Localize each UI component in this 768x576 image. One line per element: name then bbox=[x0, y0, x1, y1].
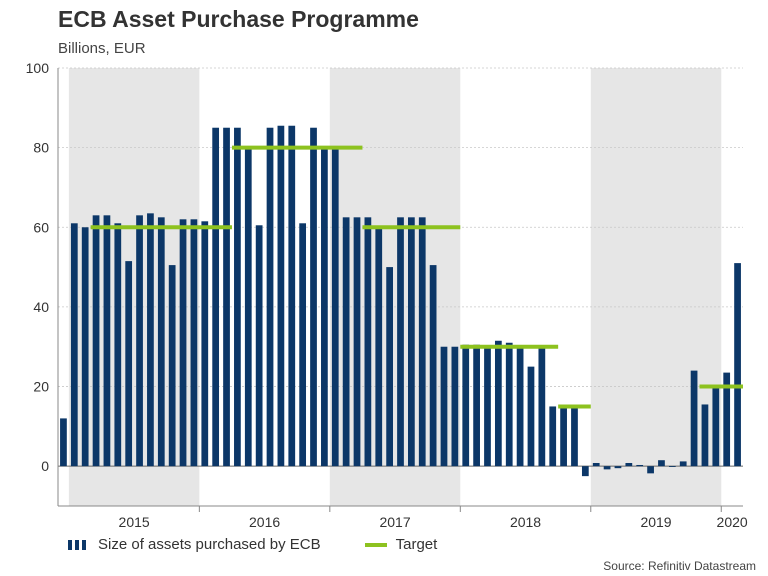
bar-3 bbox=[92, 215, 100, 467]
bar-25 bbox=[331, 147, 339, 467]
y-tick-label-60: 60 bbox=[33, 219, 49, 235]
bar-58 bbox=[690, 370, 698, 467]
bar-45 bbox=[549, 406, 557, 467]
x-tick-label-2017: 2017 bbox=[379, 514, 410, 530]
bar-30 bbox=[386, 267, 393, 467]
tick-label-layer: 2015 2016 2017 2018 2019 2020 0 20 40 60 80 100 bbox=[26, 60, 748, 530]
bar-1 bbox=[70, 223, 78, 467]
chart-title: ECB Asset Purchase Programme bbox=[58, 6, 419, 32]
bar-19 bbox=[266, 127, 274, 467]
bar-41 bbox=[505, 342, 513, 467]
bar-31 bbox=[397, 217, 404, 467]
bar-5 bbox=[114, 223, 122, 467]
bar-57 bbox=[679, 461, 687, 467]
bar-38 bbox=[473, 344, 480, 467]
legend-target-label: Target bbox=[395, 536, 438, 553]
y-tick-label-20: 20 bbox=[33, 379, 49, 395]
year-shade-2017 bbox=[329, 68, 461, 506]
target-swatch-icon bbox=[364, 542, 387, 547]
bar-62 bbox=[734, 263, 741, 467]
bar-51 bbox=[614, 466, 622, 469]
bar-22 bbox=[299, 223, 307, 467]
x-tick-label-2020: 2020 bbox=[717, 514, 748, 530]
bar-47 bbox=[571, 406, 578, 467]
year-shade-2019 bbox=[590, 68, 722, 506]
y-tick-label-40: 40 bbox=[33, 299, 49, 315]
bar-8 bbox=[147, 213, 154, 467]
x-tick-label-2015: 2015 bbox=[119, 514, 150, 530]
year-shading-layer bbox=[68, 68, 722, 506]
bar-21 bbox=[288, 125, 296, 467]
chart-subtitle: Billions, EUR bbox=[58, 40, 146, 57]
bar-32 bbox=[408, 217, 415, 467]
bar-24 bbox=[321, 147, 328, 467]
x-tick-label-2018: 2018 bbox=[510, 514, 541, 530]
x-tick-label-2019: 2019 bbox=[640, 514, 671, 530]
legend-item-bars: Size of assets purchased by ECB bbox=[68, 536, 321, 553]
bar-59 bbox=[701, 404, 709, 467]
bar-40 bbox=[494, 340, 502, 467]
bar-52 bbox=[625, 462, 633, 467]
bar-9 bbox=[157, 217, 165, 467]
bar-18 bbox=[255, 225, 263, 467]
target-layer bbox=[90, 145, 743, 409]
bar-2 bbox=[81, 227, 89, 467]
bar-20 bbox=[277, 125, 285, 467]
bar-55 bbox=[658, 460, 665, 467]
bar-16 bbox=[234, 127, 241, 467]
bar-4 bbox=[103, 215, 111, 467]
bar-17 bbox=[244, 147, 252, 467]
bar-33 bbox=[418, 217, 426, 467]
bar-35 bbox=[440, 346, 448, 467]
bar-13 bbox=[201, 221, 209, 467]
x-tick-label-2016: 2016 bbox=[249, 514, 280, 530]
bar-39 bbox=[484, 346, 491, 467]
bar-7 bbox=[136, 215, 143, 467]
bars-swatch-icon bbox=[68, 539, 89, 550]
bar-56 bbox=[668, 466, 676, 467]
bar-28 bbox=[364, 217, 372, 467]
bar-14 bbox=[212, 127, 220, 467]
y-tick-label-100: 100 bbox=[26, 60, 50, 76]
bar-46 bbox=[560, 406, 567, 467]
bar-49 bbox=[592, 462, 600, 467]
legend: Size of assets purchased by ECB Target bbox=[68, 536, 481, 553]
legend-bars-label: Size of assets purchased by ECB bbox=[98, 536, 321, 553]
bar-0 bbox=[60, 418, 67, 467]
bar-12 bbox=[190, 219, 198, 467]
bar-43 bbox=[527, 366, 535, 467]
bar-61 bbox=[723, 372, 731, 467]
bar-27 bbox=[353, 217, 361, 467]
year-shade-2015 bbox=[68, 68, 200, 506]
bar-29 bbox=[375, 227, 383, 467]
y-tick-label-80: 80 bbox=[33, 140, 49, 156]
y-tick-label-0: 0 bbox=[41, 458, 49, 474]
bar-48 bbox=[581, 466, 589, 477]
bar-10 bbox=[168, 265, 176, 467]
bar-54 bbox=[647, 466, 654, 474]
bar-36 bbox=[451, 346, 459, 467]
bar-50 bbox=[603, 466, 611, 470]
bar-layer bbox=[60, 125, 741, 477]
bar-11 bbox=[179, 219, 187, 467]
bar-15 bbox=[223, 127, 230, 467]
bar-53 bbox=[636, 464, 644, 467]
source-note: Source: Refinitiv Datastream bbox=[603, 559, 756, 573]
bar-34 bbox=[429, 265, 437, 467]
bar-37 bbox=[462, 344, 470, 467]
bar-23 bbox=[310, 127, 317, 467]
bar-42 bbox=[516, 346, 524, 467]
bar-44 bbox=[538, 346, 546, 467]
legend-item-target: Target bbox=[364, 536, 438, 553]
bar-60 bbox=[712, 386, 720, 467]
bar-6 bbox=[125, 261, 133, 467]
bar-26 bbox=[342, 217, 350, 467]
